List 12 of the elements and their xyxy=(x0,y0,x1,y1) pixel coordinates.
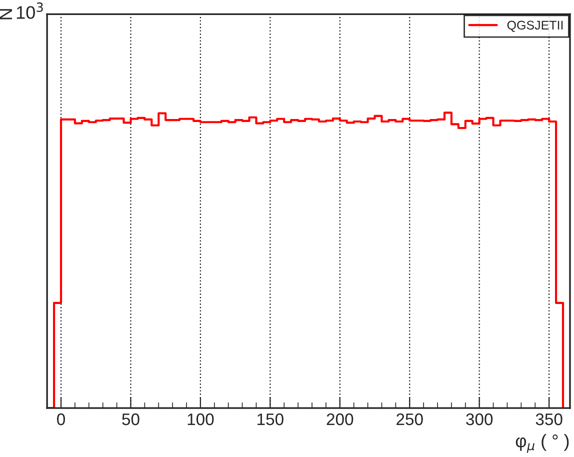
text: N xyxy=(0,9,12,20)
x-tick-label: 250 xyxy=(396,413,423,426)
x-tick-label: 350 xyxy=(536,413,562,426)
x-axis-title: φ$_{μ}$ ( ° ) xyxy=(516,434,569,453)
text: 10$^{3}$ xyxy=(16,2,43,19)
x-tick-label: 0 xyxy=(57,413,65,426)
x-tick-label: 150 xyxy=(258,413,284,426)
x-tick-label: 300 xyxy=(466,413,493,426)
x-tick-label: 100 xyxy=(188,413,214,426)
legend-label: QGSJETII xyxy=(507,20,563,32)
x-tick-label: 50 xyxy=(122,413,140,426)
x-tick-label: 200 xyxy=(326,413,354,426)
